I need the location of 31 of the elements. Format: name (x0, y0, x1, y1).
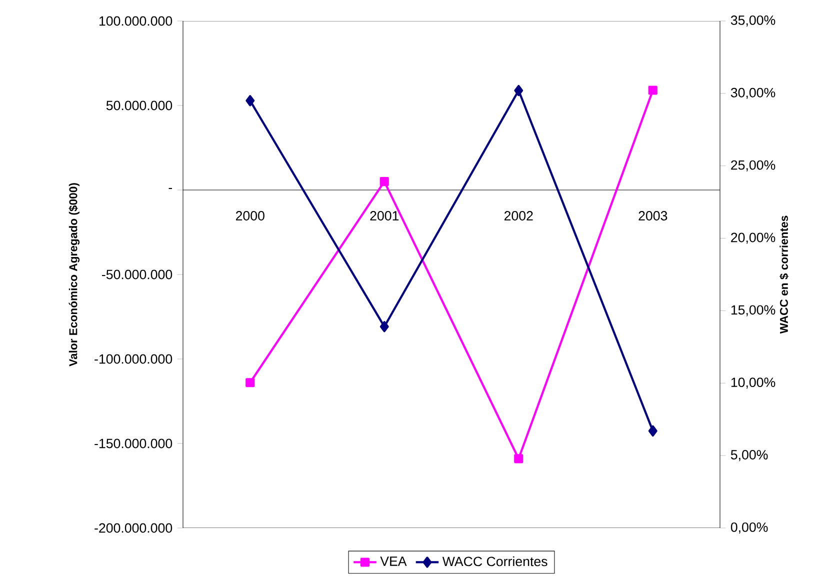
legend-label: VEA (380, 556, 407, 566)
y-tick-label: -50.000.000 (102, 270, 172, 280)
x-tick-label: 2001 (370, 211, 399, 220)
point (514, 84, 524, 96)
y2-tick-label: 25,00% (731, 160, 776, 172)
point (648, 425, 658, 437)
point (380, 321, 389, 332)
y2-tick-label: 30,00% (730, 88, 776, 99)
y2-tick-label: 0,00% (730, 522, 768, 534)
x-tick-label: 2000 (236, 211, 264, 220)
x-tick-label: 2002 (504, 211, 533, 220)
y-tick-label: 100.000.000 (99, 16, 172, 26)
legend-label: WACC Corrientes (442, 556, 548, 566)
y2-tick-label: 15,00% (731, 305, 776, 316)
x-tick-label: 2003 (638, 211, 668, 220)
y-tick-label: -100.000.000 (94, 354, 172, 364)
y-tick-label: 50.000.000 (106, 100, 172, 110)
point (246, 378, 255, 388)
y2-axis-title: WACC en $ corrientes (779, 216, 789, 334)
y-axis-title: Valor Económico Agregado ($000) (68, 183, 80, 366)
y2-tick-label: 10,00% (731, 378, 776, 389)
y2-tick-label: 20,00% (731, 232, 776, 244)
y2-tick-label: 5,00% (730, 450, 768, 462)
y2-tick-label: 35,00% (730, 15, 776, 27)
point (514, 454, 524, 464)
point (246, 95, 255, 106)
y-tick-label: - (168, 188, 172, 189)
y-tick-label: -150.000.000 (94, 438, 172, 448)
point (380, 177, 389, 186)
y-tick-label: -200.000.000 (94, 523, 172, 533)
point (648, 86, 658, 95)
